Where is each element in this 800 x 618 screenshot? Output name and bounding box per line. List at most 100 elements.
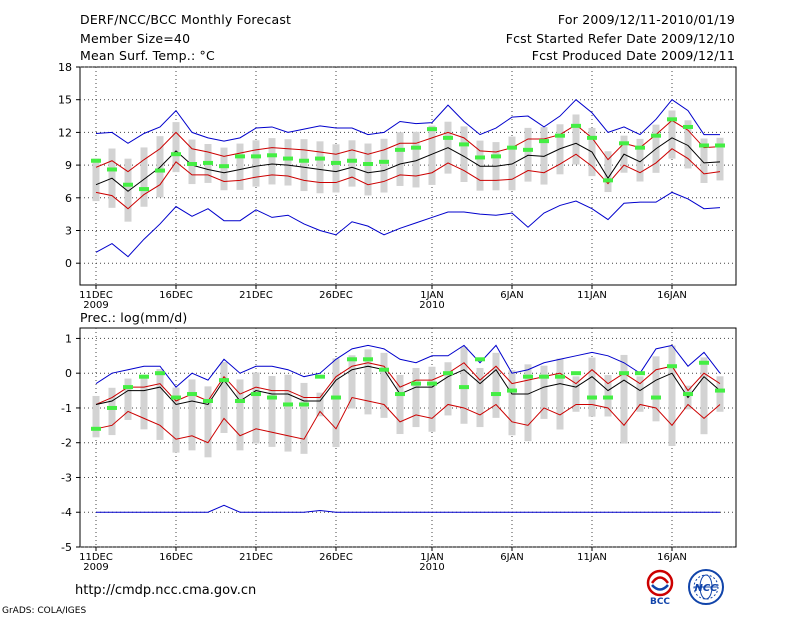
panel2-spread-box [492, 352, 500, 418]
panel1-xtick-label: 16JAN [657, 290, 687, 301]
panel2-marker [459, 385, 469, 390]
panel1-spread-box [268, 138, 276, 185]
panel1-spread-box [716, 137, 724, 181]
panel2-marker [603, 395, 613, 400]
panel2-spread-box [364, 349, 372, 415]
panel2-ytick-label: -1 [61, 402, 72, 415]
fcst-started-date: Fcst Started Refer Date 2009/12/10 [505, 31, 735, 46]
panel1-marker [299, 158, 309, 163]
panel2-spread-box [252, 372, 260, 444]
panel2-spread-box [348, 355, 356, 409]
ncc-logo-text: NCC [694, 583, 718, 594]
panel2-ytick-label: -5 [61, 541, 72, 554]
panel2-marker [571, 371, 581, 376]
panel1-marker [379, 159, 389, 164]
panel1-marker [283, 156, 293, 161]
panel2-marker [155, 371, 165, 376]
panel2-spread-box [556, 358, 564, 430]
panel2-marker [667, 364, 677, 369]
panel1-min-line [95, 191, 721, 258]
panel2-spread-box [300, 382, 308, 454]
panel1-spread-box [92, 158, 100, 202]
panel2-marker [475, 357, 485, 362]
panel2-spread-box [572, 376, 580, 412]
panel1-spread-box [172, 122, 180, 173]
panel2-marker [203, 399, 213, 403]
panel1-marker [251, 154, 261, 159]
panel2-spread-box [284, 374, 292, 452]
panel1-marker [683, 124, 693, 129]
panel2-marker [187, 392, 197, 397]
panel2-marker [299, 402, 309, 407]
panel1-ytick-label: 3 [65, 225, 72, 238]
panel1-marker [219, 164, 229, 169]
panel1-marker [459, 142, 469, 147]
panel2-spread-box [444, 362, 452, 416]
panel2-spread-box [588, 357, 596, 417]
panel1-ytick-label: 0 [65, 257, 72, 270]
panel1-marker [395, 147, 405, 152]
panel2-spread-box [508, 370, 516, 436]
panel2-spread-box [700, 357, 708, 435]
panel1-xtick-year: 2010 [419, 300, 444, 311]
panel2-spread-box [652, 356, 660, 422]
panel2-spread-box [172, 387, 180, 453]
panel2-spread-box [716, 376, 724, 412]
panel2-marker [715, 388, 725, 393]
panel1-marker [475, 155, 485, 160]
panel1-upper-line [95, 119, 721, 173]
panel2-marker [411, 381, 421, 386]
panel1-xtick-label: 26DEC [319, 290, 353, 301]
panel2-ytick-label: -2 [61, 437, 72, 450]
panel2-marker [347, 357, 357, 362]
chart-title: DERF/NCC/BCC Monthly Forecast [80, 12, 292, 27]
panel2-marker [363, 357, 373, 362]
panel1-marker [491, 154, 501, 159]
bcc-logo-text: BCC [650, 597, 670, 606]
panel1-marker [555, 133, 565, 138]
panel1-spread-box [364, 143, 372, 196]
panel1-ytick-label: 12 [58, 126, 72, 139]
panel2-marker [251, 392, 261, 397]
panel2-marker [635, 371, 645, 376]
panel2-marker [315, 374, 325, 379]
panel1-marker [587, 135, 597, 140]
ncc-logo: NCC [686, 568, 726, 606]
panel2-spread-box [268, 375, 276, 447]
panel2-spread-box [428, 366, 436, 432]
panel1-marker [347, 158, 357, 163]
panel1-xtick-label: 6JAN [500, 290, 523, 301]
panel1-xtick-label: 21DEC [239, 290, 273, 301]
panel2-ytick-label: 1 [65, 332, 72, 345]
panel1-marker [635, 145, 645, 150]
forecast-period: For 2009/12/11-2010/01/19 [557, 12, 735, 27]
panel1-spread-box [396, 132, 404, 186]
panel2-spread-box [524, 364, 532, 442]
panel1-marker [651, 133, 661, 138]
panel1-marker [91, 158, 101, 163]
panel1-spread-box [636, 138, 644, 182]
panel1-marker [171, 152, 181, 157]
panel2-spread-box [156, 369, 164, 440]
panel2-xtick-year: 2009 [83, 562, 108, 573]
panel2-marker [91, 426, 101, 431]
panel2-upper-line [95, 362, 721, 405]
panel2-xtick-label: 11DEC [79, 552, 113, 563]
panel2-marker [379, 367, 389, 372]
panel2-marker [507, 388, 517, 393]
panel2-marker [267, 395, 277, 400]
panel1-spread-box [124, 158, 132, 222]
panel2-ytick-label: -3 [61, 471, 72, 484]
source-url[interactable]: http://cmdp.ncc.cma.gov.cn [75, 583, 257, 598]
panel1-ytick-label: 15 [58, 94, 72, 107]
panel1-spread-box [700, 138, 708, 183]
panel1-lower-line [95, 148, 721, 210]
panel2-spread-box [412, 367, 420, 428]
panel1-spread-box [668, 110, 676, 159]
panel1-max-line [95, 99, 720, 144]
panel1-spread-box [412, 131, 420, 188]
panel1-marker [523, 147, 533, 152]
panel1-marker [699, 143, 709, 148]
panel1-marker [203, 160, 213, 165]
